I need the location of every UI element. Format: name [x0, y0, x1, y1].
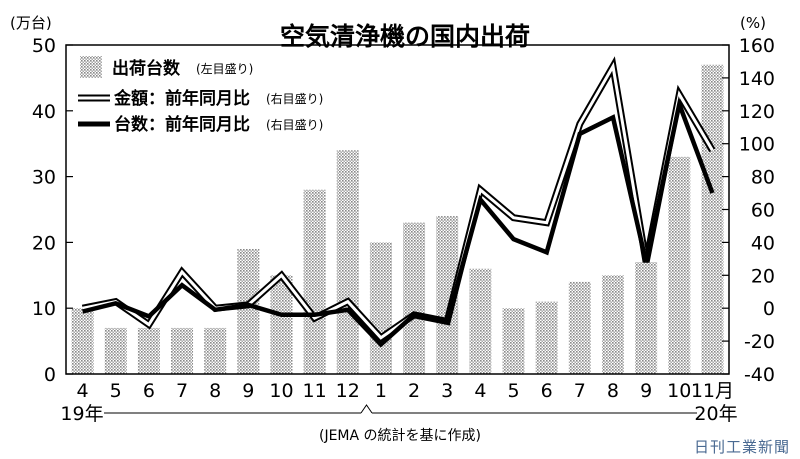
- bar-shipments-3: [171, 327, 194, 374]
- x-tick-label-12: 4: [474, 380, 486, 402]
- right-tick-label-5: 60: [751, 200, 775, 222]
- x-tick-label-1: 5: [110, 380, 122, 402]
- bar-shipments-13: [502, 308, 525, 374]
- line-units-yoy: [82, 96, 715, 348]
- left-axis: 0 10 20 30 40 50: [32, 35, 73, 386]
- line-amount-yoy: [82, 62, 714, 340]
- right-axis-unit: (%): [740, 14, 766, 32]
- year-end-label: 20年: [694, 403, 737, 425]
- x-tick-label-6: 10: [269, 380, 293, 402]
- left-tick-label-2: 20: [32, 232, 56, 254]
- left-tick-label-5: 50: [32, 35, 56, 57]
- x-tick-label-4: 8: [209, 380, 221, 402]
- x-tick-label-0: 4: [77, 380, 89, 402]
- bar-shipments-5: [237, 248, 260, 374]
- left-tick-label-1: 10: [32, 298, 56, 320]
- right-tick-label-6: 80: [751, 167, 775, 189]
- legend: 出荷台数 (左目盛り) 金額：前年同月比 (右目盛り) 台数：前年同月比 (右目…: [78, 56, 323, 135]
- right-tick-label-2: 0: [763, 298, 775, 320]
- bar-shipments-17: [635, 262, 658, 374]
- bar-shipments-4: [204, 327, 227, 374]
- x-tick-label-2: 6: [143, 380, 155, 402]
- year-start-label: 19年: [60, 403, 103, 425]
- bar-shipments-16: [601, 275, 624, 374]
- bar-shipments-8: [336, 150, 359, 374]
- right-tick-label-0: -40: [744, 364, 775, 386]
- right-tick-label-1: -20: [744, 331, 775, 353]
- bar-shipments-12: [469, 268, 492, 374]
- right-tick-label-7: 100: [739, 134, 775, 156]
- x-tick-label-8: 12: [336, 380, 360, 402]
- bar-shipments-6: [270, 275, 293, 374]
- right-tick-label-8: 120: [739, 101, 775, 123]
- bar-shipments-1: [104, 327, 127, 374]
- x-tick-label-9: 1: [375, 380, 387, 402]
- newspaper-credit: 日刊工業新聞: [694, 438, 790, 456]
- legend-shipments-label: 出荷台数: [112, 58, 181, 79]
- x-tick-label-11: 3: [441, 380, 453, 402]
- x-axis: 4 5 6 7 8 9 10 11 12 1 2 3 4 5 6 7 8 9 10 11月: [77, 380, 734, 402]
- left-tick-label-3: 30: [32, 167, 56, 189]
- bar-shipments-11: [436, 216, 459, 374]
- right-tick-label-4: 40: [751, 232, 775, 254]
- x-tick-label-18: 10: [667, 380, 691, 402]
- source-note: (JEMA の統計を基に作成): [319, 427, 481, 444]
- left-tick-label-0: 0: [44, 364, 56, 386]
- left-axis-unit: (万台): [10, 14, 52, 32]
- legend-amount-label: 金額：前年同月比: [113, 88, 250, 109]
- year-divider: [104, 404, 697, 414]
- bar-shipments-0: [71, 308, 94, 374]
- right-axis: -40 -20 0 20 40 60 80 100 120 140 160: [722, 35, 775, 386]
- bar-shipments-7: [303, 189, 326, 374]
- bar-shipments-9: [369, 242, 392, 374]
- line-series-group: [81, 56, 716, 348]
- x-tick-label-14: 6: [541, 380, 553, 402]
- bar-shipments-14: [535, 301, 558, 374]
- x-tick-label-16: 8: [607, 380, 619, 402]
- bar-shipments-18: [668, 156, 691, 374]
- right-tick-label-3: 20: [751, 265, 775, 287]
- legend-shipments-note: (左目盛り): [196, 61, 253, 76]
- x-tick-label-10: 2: [408, 380, 420, 402]
- x-tick-label-5: 9: [242, 380, 254, 402]
- chart-title: 空気清浄機の国内出荷: [280, 22, 530, 51]
- bar-shipments-19: [701, 64, 724, 375]
- legend-amount-note: (右目盛り): [266, 91, 323, 106]
- bar-shipments-10: [403, 222, 426, 374]
- bar-shipments-2: [137, 327, 160, 374]
- x-tick-label-7: 11: [303, 380, 327, 402]
- legend-units-note: (右目盛り): [266, 117, 323, 132]
- x-tick-label-3: 7: [176, 380, 188, 402]
- legend-bar-swatch: [80, 56, 102, 78]
- right-tick-label-10: 160: [739, 35, 775, 57]
- left-tick-label-4: 40: [32, 101, 56, 123]
- bar-shipments-15: [568, 281, 591, 374]
- right-tick-label-9: 140: [739, 68, 775, 90]
- x-tick-label-15: 7: [574, 380, 586, 402]
- legend-units-label: 台数：前年同月比: [114, 114, 250, 135]
- x-tick-label-17: 9: [640, 380, 652, 402]
- bar-series-shipments: [71, 64, 724, 375]
- x-tick-label-13: 5: [507, 380, 519, 402]
- x-tick-label-19: 11月: [691, 380, 734, 402]
